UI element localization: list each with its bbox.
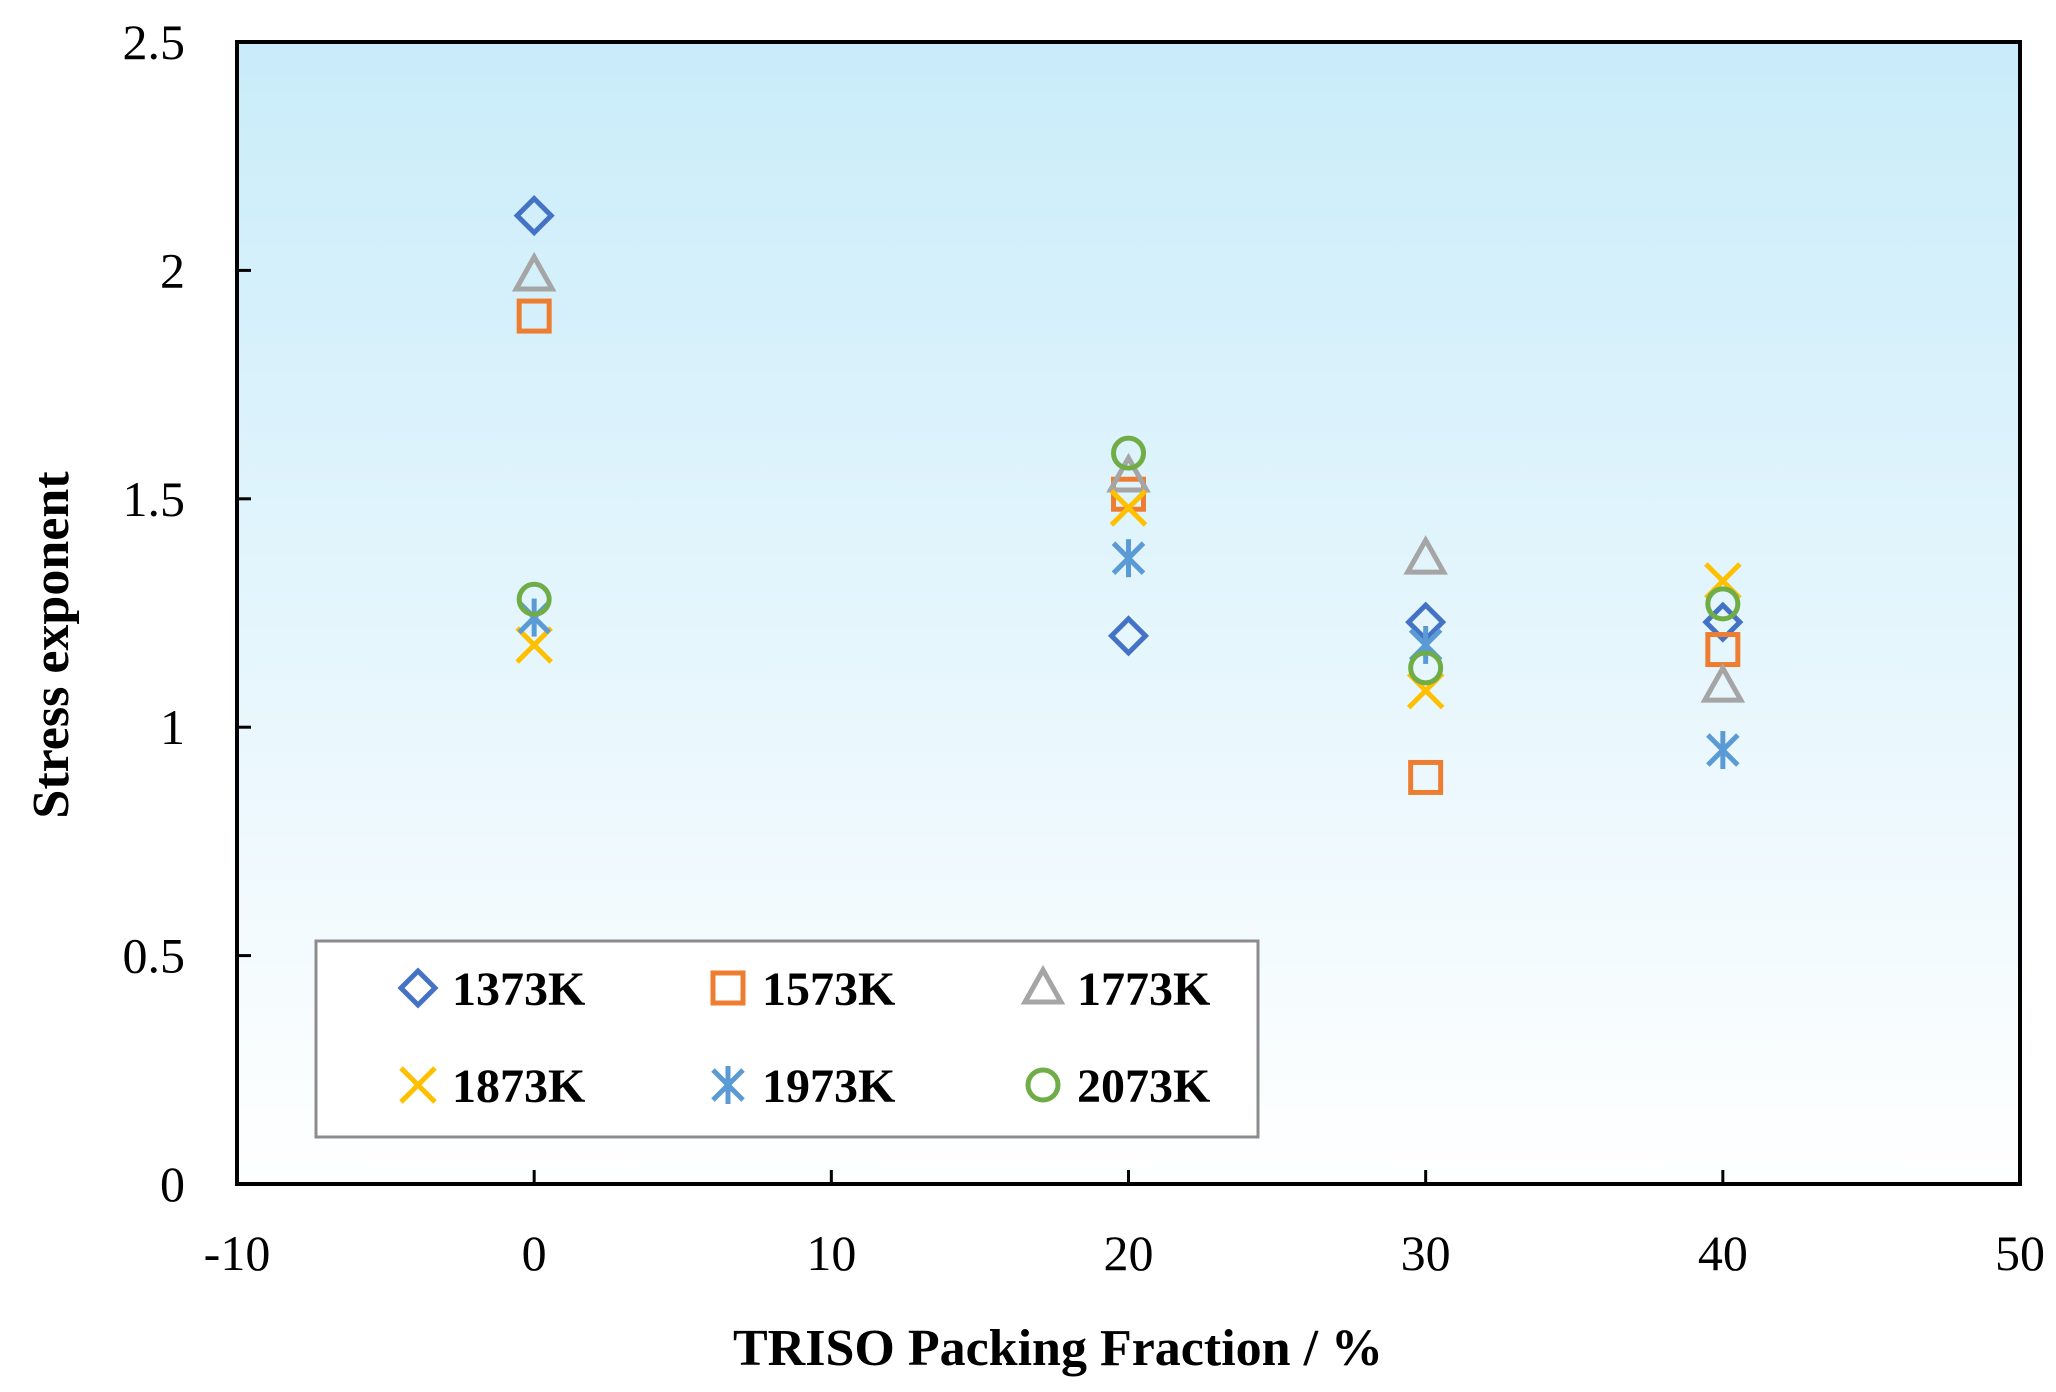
x-tick-label: 30	[1401, 1225, 1451, 1281]
x-tick-label: 40	[1698, 1225, 1748, 1281]
x-tick-labels: -10 0 10 20 30 40 50	[204, 1225, 2045, 1281]
legend-marker-icon	[710, 970, 746, 1006]
data-point-2073K	[1408, 650, 1444, 686]
legend-item-1773K: 1773K	[1020, 963, 1210, 1016]
legend-marker-icon	[711, 1066, 745, 1104]
data-point-1573K	[1408, 759, 1444, 795]
data-point-2073K	[1705, 586, 1741, 622]
data-point-1373K	[1107, 615, 1150, 657]
data-points	[511, 195, 1746, 795]
y-tick-label: 1.5	[123, 471, 186, 527]
data-point-1773K	[1700, 662, 1746, 703]
legend-marker-icon	[1020, 964, 1066, 1005]
legend-item-1573K: 1573K	[710, 963, 895, 1016]
y-tick-label: 1	[160, 699, 185, 755]
legend-label: 1373K	[452, 963, 585, 1016]
legend-item-1873K: 1873K	[399, 1060, 585, 1113]
x-tick-label: 0	[522, 1225, 547, 1281]
data-point-1773K	[511, 251, 557, 292]
x-tick-label: 50	[1995, 1225, 2045, 1281]
data-point-1373K	[513, 195, 555, 237]
data-point-1973K	[1706, 731, 1740, 770]
legend-marker-icon	[1025, 1067, 1061, 1103]
x-axis-title: TRISO Packing Fraction / %	[733, 1320, 1383, 1377]
y-tick-label: 2.5	[123, 14, 186, 70]
y-tick-label: 0	[160, 1156, 185, 1212]
axis-ticks	[235, 40, 2022, 1186]
legend-label: 1973K	[762, 1060, 895, 1113]
x-tick-label: 20	[1104, 1225, 1154, 1281]
y-axis-title: Stress exponent	[23, 471, 80, 819]
data-point-1773K	[1106, 452, 1151, 493]
x-tick-label: 10	[806, 1225, 856, 1281]
legend-label: 2073K	[1077, 1060, 1210, 1113]
data-point-2073K	[516, 581, 552, 617]
y-tick-label: 0.5	[123, 928, 186, 984]
legend-box	[314, 939, 1260, 1139]
legend-label: 1773K	[1077, 963, 1210, 1016]
data-point-1773K	[1403, 535, 1448, 575]
legend-marker-icon	[399, 1066, 437, 1104]
x-tick-label: -10	[204, 1225, 271, 1281]
data-point-1573K	[516, 298, 552, 334]
data-point-2073K	[1111, 435, 1146, 471]
legend-item-1973K: 1973K	[711, 1060, 895, 1113]
legend-item-2073K: 2073K	[1025, 1060, 1210, 1113]
legend-label: 1573K	[762, 963, 895, 1016]
legend-label: 1873K	[452, 1060, 585, 1113]
y-tick-label: 2	[160, 242, 185, 298]
legend-marker-icon	[397, 967, 439, 1009]
data-point-1873K	[1109, 489, 1148, 527]
legend-item-1373K: 1373K	[397, 963, 585, 1016]
data-point-1873K	[515, 626, 553, 664]
plot-area-frame	[235, 40, 2022, 1186]
data-point-1973K	[1111, 539, 1146, 578]
y-tick-labels: 0 0.5 1 1.5 2 2.5	[123, 14, 186, 1212]
legend: 1373K 1573K 1773K 1873K 1973K 2073K	[314, 939, 1260, 1139]
